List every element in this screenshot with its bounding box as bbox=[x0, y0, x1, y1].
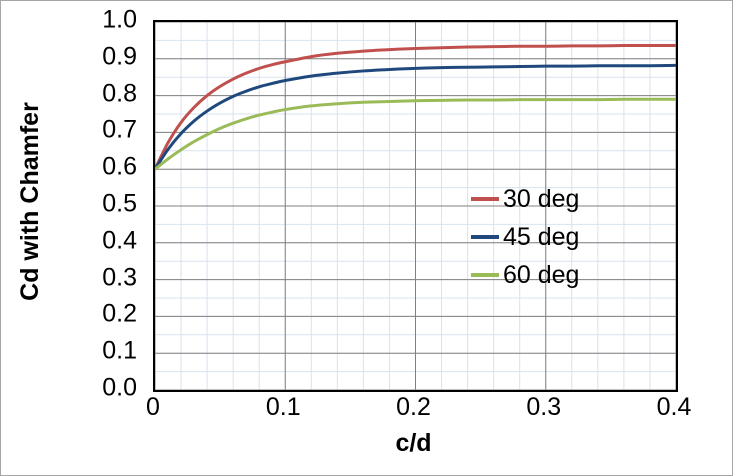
y-tick-label: 0.4 bbox=[102, 226, 137, 255]
legend-item-45-deg: 45 deg bbox=[471, 218, 631, 256]
legend-swatch-60-deg bbox=[471, 273, 499, 277]
series-line-30-deg bbox=[155, 44, 676, 171]
y-tick-label: 0.1 bbox=[102, 336, 137, 365]
y-axis-title-label: Cd with Chamfer bbox=[15, 101, 44, 301]
legend-item-30-deg: 30 deg bbox=[471, 180, 631, 218]
x-tick-label: 0.4 bbox=[656, 393, 692, 421]
y-tick-label: 1.0 bbox=[102, 5, 137, 34]
plot-canvas bbox=[155, 22, 676, 390]
x-axis-tick-labels: 0 0.1 0.2 0.3 0.4 bbox=[146, 393, 691, 427]
y-axis-tick-labels: 0.0 0.1 0.2 0.3 0.4 0.5 0.6 0.7 0.8 0.9 1.0 bbox=[63, 6, 145, 402]
x-tick-label: 0 bbox=[146, 393, 160, 421]
legend-item-60-deg: 60 deg bbox=[471, 256, 631, 294]
legend-label-30-deg: 30 deg bbox=[503, 184, 580, 213]
y-tick-label: 0.9 bbox=[102, 42, 137, 71]
series-line-45-deg bbox=[155, 63, 676, 171]
y-tick-label: 0.5 bbox=[102, 189, 137, 218]
legend-swatch-30-deg bbox=[471, 197, 499, 201]
major-gridlines bbox=[155, 22, 676, 390]
legend-label-45-deg: 45 deg bbox=[503, 222, 580, 251]
y-axis-title: Cd with Chamfer bbox=[1, 1, 59, 401]
legend-label-60-deg: 60 deg bbox=[503, 260, 580, 289]
x-tick-label: 0.1 bbox=[265, 393, 301, 421]
x-tick-label: 0.2 bbox=[396, 393, 431, 421]
y-tick-label: 0.7 bbox=[102, 115, 137, 144]
y-tick-label: 0.3 bbox=[102, 263, 137, 292]
y-tick-label: 0.2 bbox=[102, 299, 137, 328]
series-line-60-deg bbox=[155, 97, 676, 171]
x-axis-title: c/d bbox=[395, 429, 432, 457]
y-tick-label: 0.8 bbox=[102, 79, 137, 108]
chart-legend: 30 deg 45 deg 60 deg bbox=[471, 180, 631, 294]
plot-area: 30 deg 45 deg 60 deg bbox=[153, 20, 678, 392]
y-tick-label: 0.0 bbox=[102, 373, 137, 402]
y-tick-label: 0.6 bbox=[102, 152, 137, 181]
series-lines bbox=[155, 44, 676, 171]
legend-swatch-45-deg bbox=[471, 235, 499, 239]
x-tick-label: 0.3 bbox=[526, 393, 562, 421]
